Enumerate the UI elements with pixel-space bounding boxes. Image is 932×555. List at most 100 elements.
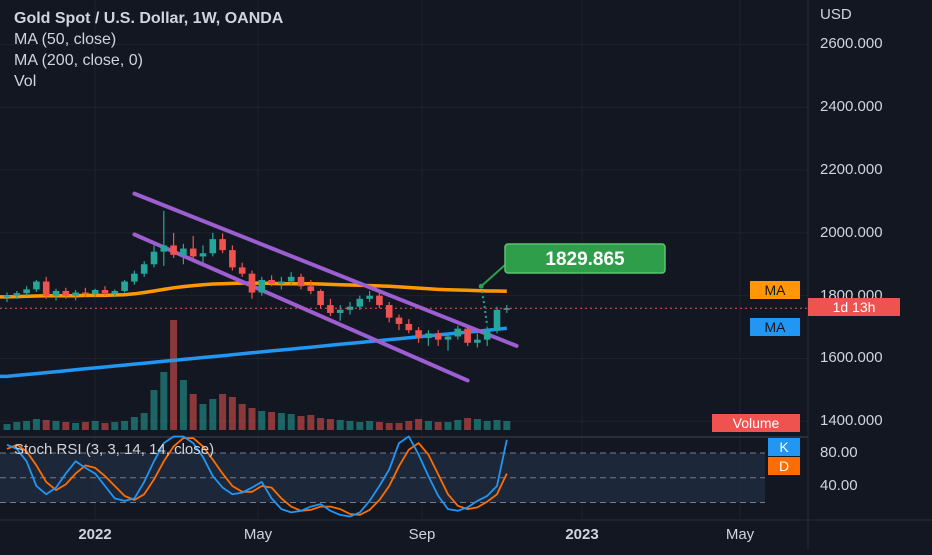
volume-bar <box>140 413 148 430</box>
candle-body <box>42 281 50 296</box>
volume-bar <box>81 422 89 430</box>
volume-bar <box>473 419 481 430</box>
volume-bar <box>503 421 511 430</box>
candle-body <box>91 290 99 295</box>
price-tick-label: 1600.000 <box>820 349 883 367</box>
price-axis[interactable]: USD 2600.000 2400.000 2200.000 2000.000 1800… <box>808 0 932 520</box>
volume-bar <box>415 419 423 430</box>
volume-bar <box>32 419 40 430</box>
legend-vol[interactable]: Vol <box>14 73 37 90</box>
candlesticks <box>0 210 808 351</box>
stoch-tick-label: 80.00 <box>820 444 858 461</box>
price-tick-label: 2600.000 <box>820 35 883 53</box>
volume-bar <box>336 420 344 430</box>
volume-bar <box>375 422 383 430</box>
volume-bar <box>179 380 187 430</box>
volume-bar <box>424 421 432 430</box>
stoch-rsi-lines <box>6 435 508 518</box>
volume-bar <box>130 417 138 430</box>
callout-dotted-path <box>480 286 489 327</box>
time-tick-label: 2023 <box>565 526 599 543</box>
volume-bar <box>268 412 276 430</box>
volume-bar <box>62 422 70 430</box>
price-tick-label: 1400.000 <box>820 412 883 430</box>
candle-body <box>454 328 462 337</box>
legend-ma200[interactable]: MA (200, close, 0) <box>14 52 143 69</box>
candle-body <box>503 308 511 310</box>
volume-bar <box>307 415 315 430</box>
candle-body <box>140 264 148 274</box>
volume-bar <box>444 422 452 430</box>
volume-bar <box>121 421 129 430</box>
candle-body <box>23 289 30 294</box>
candle-body <box>52 290 60 296</box>
d-badge: D <box>768 457 800 475</box>
candle-body <box>3 295 11 298</box>
stoch-rsi-legend[interactable]: Stoch RSI (3, 3, 14, 14, close) <box>14 441 215 458</box>
volume-bar <box>72 423 80 430</box>
candle-body <box>366 295 373 299</box>
candle-body <box>268 279 275 284</box>
currency-label: USD <box>820 6 852 23</box>
countdown-badge: 1d 13h <box>808 298 900 316</box>
volume-bar <box>434 422 442 430</box>
candle-body <box>336 309 344 313</box>
stoch-tick-label: 40.00 <box>820 477 858 494</box>
volume-bars <box>3 320 511 430</box>
channel-lower-line <box>132 232 470 383</box>
candle-body <box>219 239 226 251</box>
volume-bar <box>405 421 413 430</box>
candle-body <box>150 251 158 265</box>
volume-badge: Volume <box>712 414 800 432</box>
volume-bar <box>356 422 364 430</box>
candle-body <box>101 290 109 294</box>
volume-bar <box>52 421 60 430</box>
time-tick-label: May <box>725 526 755 543</box>
stoch-k-line <box>6 435 508 518</box>
candle-body <box>238 267 246 274</box>
candle-body <box>199 253 207 257</box>
candle-body <box>287 276 295 282</box>
candle-body <box>317 290 324 306</box>
volume-bar <box>209 399 217 430</box>
callout-text: 1829.865 <box>545 249 625 270</box>
volume-bar <box>326 419 334 430</box>
volume-bar <box>91 421 99 430</box>
time-axis[interactable]: 2022 May Sep 2023 May <box>0 520 808 550</box>
candle-body <box>180 248 187 255</box>
volume-bar <box>101 423 109 430</box>
volume-bar <box>395 423 403 430</box>
candle-body <box>405 323 413 331</box>
candle-body <box>248 273 256 293</box>
candle-body <box>121 281 128 291</box>
candle-body <box>160 245 168 252</box>
volume-bar <box>277 413 285 430</box>
main-legend: Gold Spot / U.S. Dollar, 1W, OANDA MA (5… <box>14 8 283 92</box>
callout-pointer <box>480 264 506 288</box>
candle-body <box>278 281 285 284</box>
volume-bar <box>189 394 197 430</box>
candle-body <box>483 330 491 340</box>
candle-body <box>33 281 40 290</box>
candle-body <box>62 290 70 296</box>
time-tick-label: May <box>243 526 273 543</box>
candle-body <box>72 292 79 296</box>
volume-bar <box>258 411 266 430</box>
candle-body <box>327 305 334 313</box>
price-tick-label: 2200.000 <box>820 161 883 179</box>
volume-bar <box>160 372 168 430</box>
volume-bar <box>346 421 354 430</box>
candle-body <box>474 339 481 343</box>
candle-body <box>415 330 422 339</box>
volume-bar <box>23 421 31 430</box>
volume-bar <box>228 397 236 430</box>
legend-ma50[interactable]: MA (50, close) <box>14 31 117 48</box>
candle-body <box>434 333 442 340</box>
candle-body <box>111 290 119 294</box>
candle-body <box>356 298 364 307</box>
symbol-title[interactable]: Gold Spot / U.S. Dollar, 1W, OANDA <box>14 10 284 27</box>
volume-bar <box>385 423 393 430</box>
